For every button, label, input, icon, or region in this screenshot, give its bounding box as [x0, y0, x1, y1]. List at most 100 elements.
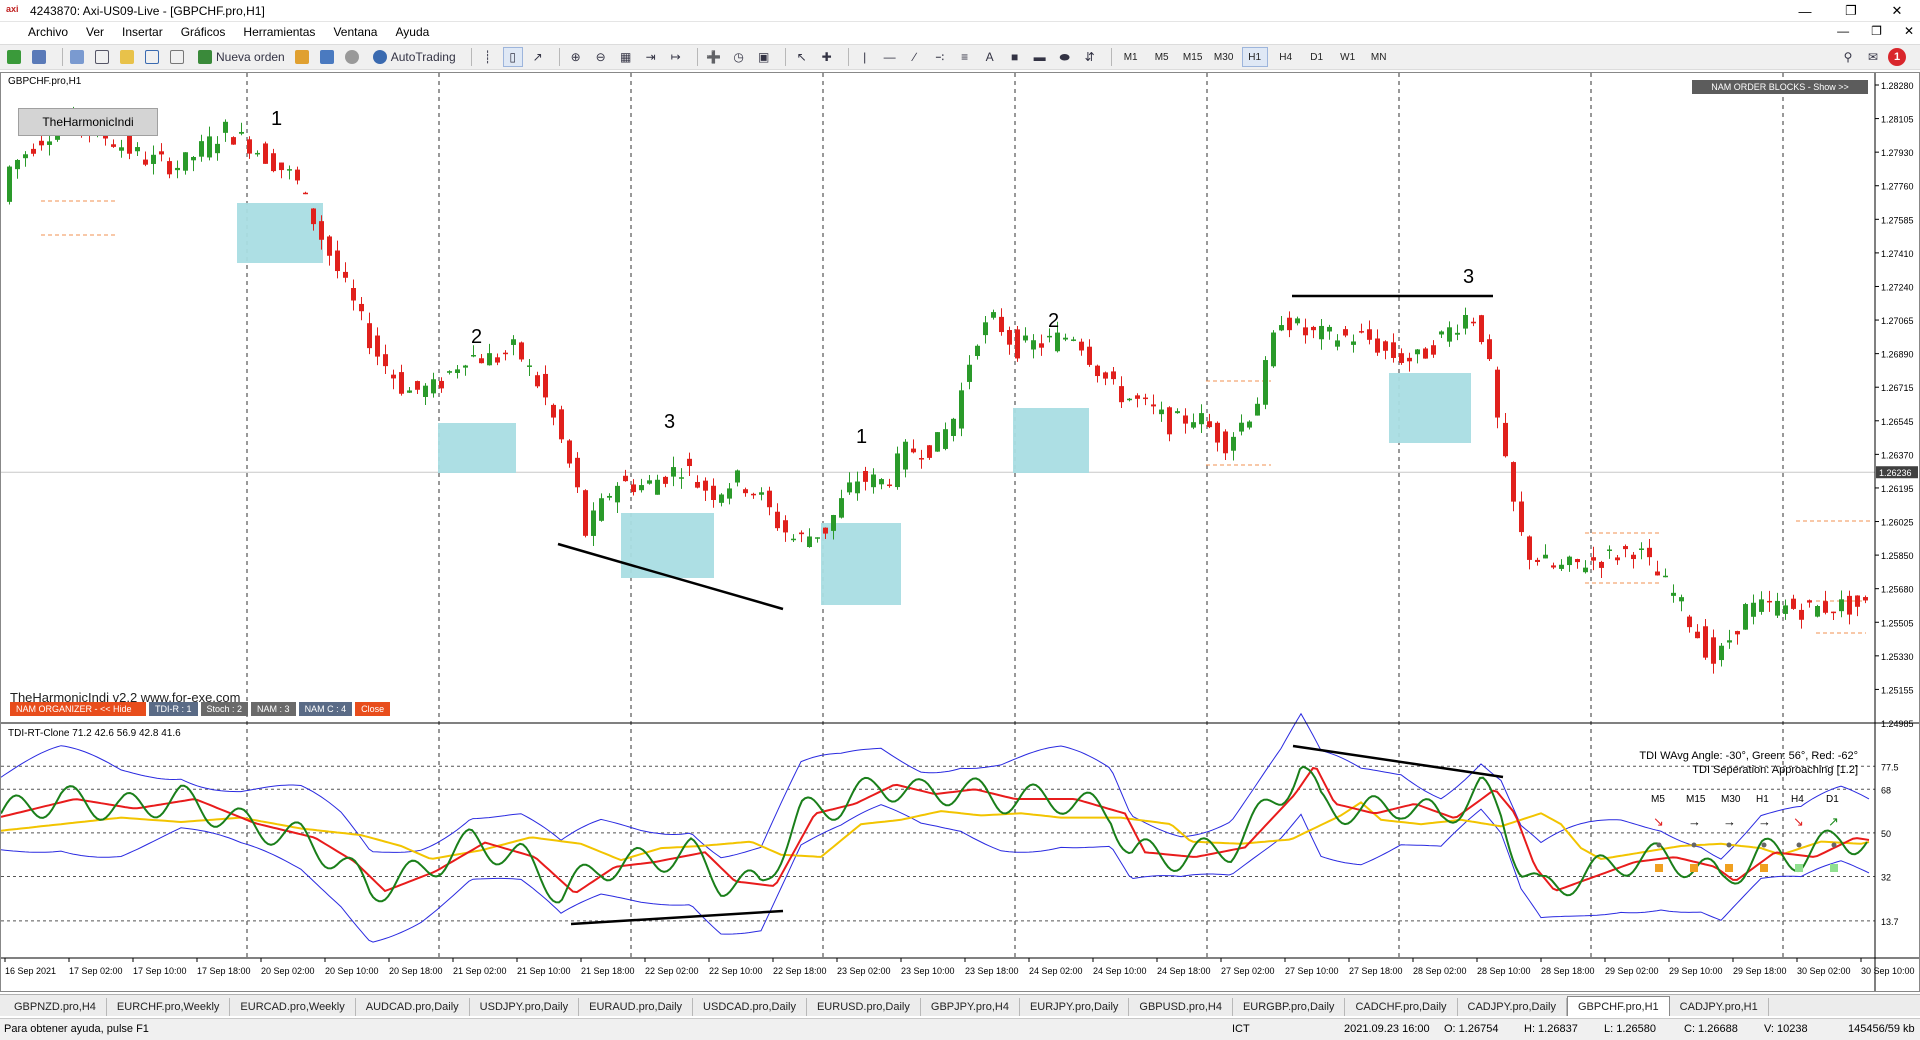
chart-tab[interactable]: USDJPY.pro,Daily: [470, 998, 580, 1016]
tf-m15[interactable]: M15: [1182, 51, 1203, 63]
trendline-icon[interactable]: ∕: [913, 50, 916, 64]
horizontal-line-icon[interactable]: —: [883, 50, 896, 64]
candlestick-icon[interactable]: ▯: [502, 47, 523, 67]
maximize-button[interactable]: ❐: [1845, 3, 1857, 18]
menu-herramientas[interactable]: Herramientas: [243, 25, 316, 39]
candle-body: [919, 458, 924, 460]
candle-body: [1071, 339, 1076, 341]
chart-tab[interactable]: EURJPY.pro,Daily: [1020, 998, 1130, 1016]
terminal-icon[interactable]: [144, 47, 164, 67]
nam-button[interactable]: NAM : 3: [251, 702, 296, 716]
autotrading-button[interactable]: AutoTrading: [369, 47, 460, 67]
rectangle-icon[interactable]: ▬: [1033, 50, 1046, 64]
organizer-buttons: NAM ORGANIZER - << Hide TDI-R : 1 Stoch …: [10, 702, 391, 716]
chart-tab[interactable]: AUDCAD.pro,Daily: [356, 998, 470, 1016]
tf-w1[interactable]: W1: [1340, 51, 1356, 63]
equidistant-channel-icon[interactable]: ∹: [934, 50, 945, 64]
menu-graficos[interactable]: Gráficos: [180, 25, 226, 39]
chart-tab[interactable]: EURCHF.pro,Weekly: [107, 998, 231, 1016]
tf-h4[interactable]: H4: [1279, 51, 1293, 63]
mdi-close-button[interactable]: ✕: [1903, 24, 1914, 38]
chart-tab[interactable]: GBPJPY.pro,H4: [921, 998, 1020, 1016]
profiles-icon[interactable]: [31, 47, 51, 67]
tf-mn[interactable]: MN: [1370, 51, 1387, 63]
bar-chart-icon[interactable]: ┊: [484, 50, 492, 64]
minimize-button[interactable]: —: [1798, 3, 1812, 19]
crosshair-icon[interactable]: ✚: [821, 50, 832, 64]
stoch-button[interactable]: Stoch : 2: [200, 702, 249, 716]
chart-shift-icon[interactable]: ↦: [670, 50, 681, 64]
nam-order-blocks-button[interactable]: NAM ORDER BLOCKS - Show >>: [1692, 80, 1868, 94]
close-button[interactable]: ✕: [1891, 3, 1903, 18]
market-icon[interactable]: [344, 47, 364, 67]
menu-ventana[interactable]: Ventana: [333, 25, 378, 39]
tdi-r-button[interactable]: TDI-R : 1: [149, 702, 198, 716]
chart-tab[interactable]: EURGBP.pro,Daily: [1233, 998, 1346, 1016]
chart-canvas[interactable]: 1 2 3 1 2 3 77.5 68 50 32 13.7 M5 ↘ M15 → M30 → H1 → H4 ↘ D1…: [1, 73, 1919, 991]
line-chart-icon[interactable]: ↗: [532, 50, 543, 64]
candle-body: [623, 475, 628, 482]
search-icon[interactable]: ⚲: [1843, 50, 1853, 64]
menu-ver[interactable]: Ver: [86, 25, 105, 39]
tile-windows-icon[interactable]: ▦: [619, 50, 632, 64]
market-watch-icon[interactable]: [69, 47, 89, 67]
candle-body: [1199, 413, 1204, 425]
chart-tab[interactable]: USDCAD.pro,Daily: [693, 998, 807, 1016]
chart-tab[interactable]: EURCAD.pro,Weekly: [230, 998, 356, 1016]
alert-badge[interactable]: 1: [1888, 48, 1906, 66]
tf-m5[interactable]: M5: [1154, 51, 1169, 63]
tf-m30[interactable]: M30: [1213, 51, 1234, 63]
chart-tab[interactable]: EURUSD.pro,Daily: [807, 998, 921, 1016]
close-organizer-button[interactable]: Close: [355, 702, 391, 716]
tf-h1[interactable]: H1: [1241, 47, 1268, 67]
signals-icon[interactable]: [319, 47, 339, 67]
chart-tab[interactable]: GBPUSD.pro,H4: [1129, 998, 1233, 1016]
menu-insertar[interactable]: Insertar: [122, 25, 163, 39]
chart-tab[interactable]: GBPCHF.pro,H1: [1566, 996, 1670, 1016]
candle-body: [1167, 407, 1172, 435]
candle-body: [383, 354, 388, 367]
candle-body: [759, 492, 764, 495]
text-icon[interactable]: A: [985, 50, 994, 64]
candle-body: [615, 485, 620, 503]
menu-archivo[interactable]: Archivo: [28, 25, 69, 39]
candle-body: [1279, 325, 1284, 331]
metaeditor-icon[interactable]: [294, 47, 314, 67]
candle-body: [319, 221, 324, 240]
label-icon[interactable]: ■: [1011, 50, 1019, 64]
mdi-minimize-button[interactable]: —: [1837, 24, 1850, 38]
data-window-icon[interactable]: [94, 47, 114, 67]
autoscroll-icon[interactable]: ⇥: [645, 50, 656, 64]
fibonacci-icon[interactable]: ≡: [961, 50, 969, 64]
chart-tab[interactable]: GBPNZD.pro,H4: [4, 998, 107, 1016]
chart-tab[interactable]: CADJPY.pro,Daily: [1458, 998, 1567, 1016]
periods-icon[interactable]: ◷: [733, 50, 744, 64]
chart-tab[interactable]: CADJPY.pro,H1: [1670, 998, 1769, 1016]
ellipse-icon[interactable]: ⬬: [1059, 49, 1070, 64]
harmonic-indi-button[interactable]: TheHarmonicIndi: [18, 108, 158, 136]
indicators-icon[interactable]: ➕: [706, 50, 722, 64]
cursor-icon[interactable]: ↖: [796, 50, 807, 64]
nam-c-button[interactable]: NAM C : 4: [298, 702, 353, 716]
arrows-icon[interactable]: ⇵: [1084, 50, 1095, 64]
candle-body: [599, 498, 604, 521]
chart-window[interactable]: 1 2 3 1 2 3 77.5 68 50 32 13.7 M5 ↘ M15 → M30 → H1 → H4 ↘ D1…: [0, 72, 1920, 992]
mdi-restore-button[interactable]: ❐: [1871, 24, 1882, 38]
tester-icon[interactable]: [169, 47, 189, 67]
tf-m1[interactable]: M1: [1123, 51, 1138, 63]
nam-organizer-button[interactable]: NAM ORGANIZER - << Hide: [10, 702, 146, 716]
candle-body: [1255, 403, 1260, 416]
templates-icon[interactable]: ▣: [757, 50, 770, 64]
new-order-button[interactable]: Nueva orden: [194, 47, 289, 67]
new-chart-icon[interactable]: [6, 47, 26, 67]
vertical-line-icon[interactable]: |: [863, 50, 867, 64]
candle-body: [591, 510, 596, 536]
zoom-out-icon[interactable]: ⊖: [595, 50, 606, 64]
chat-icon[interactable]: ✉: [1867, 50, 1879, 64]
chart-tab[interactable]: EURAUD.pro,Daily: [579, 998, 694, 1016]
zoom-in-icon[interactable]: ⊕: [570, 50, 581, 64]
tf-d1[interactable]: D1: [1310, 51, 1324, 63]
navigator-icon[interactable]: [119, 47, 139, 67]
menu-ayuda[interactable]: Ayuda: [395, 25, 430, 39]
chart-tab[interactable]: CADCHF.pro,Daily: [1345, 998, 1458, 1016]
